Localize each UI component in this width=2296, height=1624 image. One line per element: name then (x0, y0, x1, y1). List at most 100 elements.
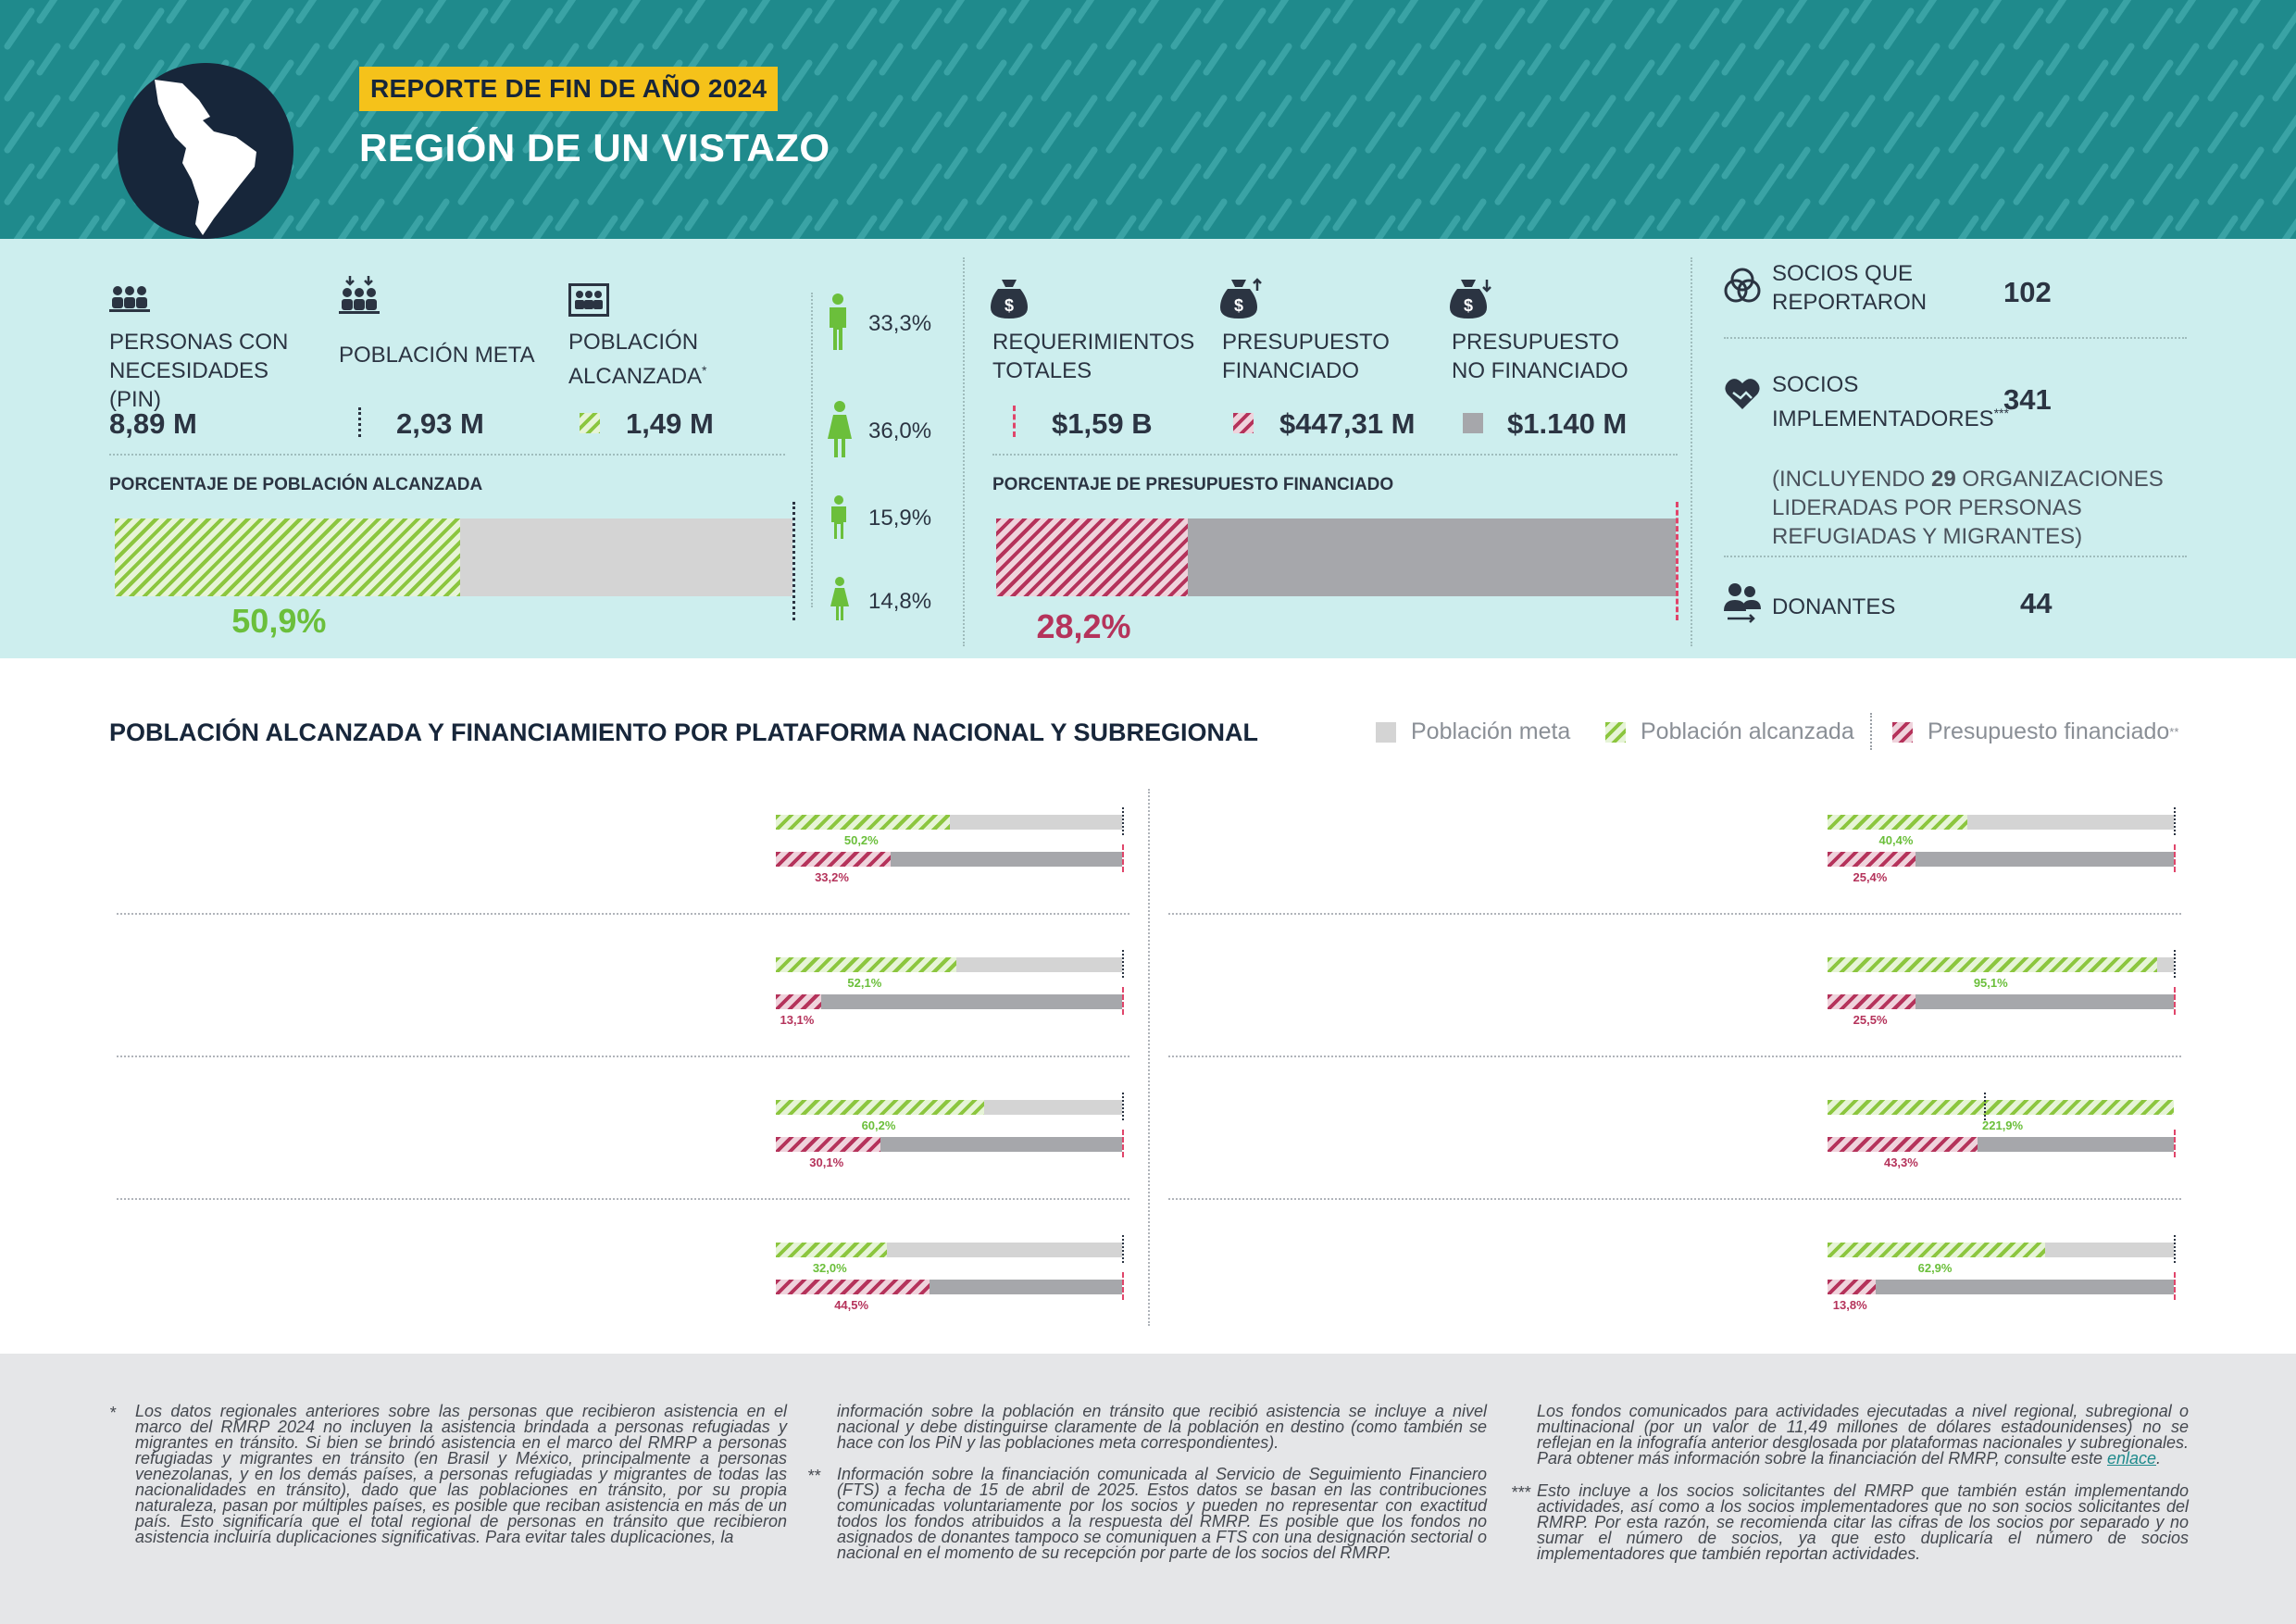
legend-reached: Población alcanzada (1605, 718, 1854, 745)
divider (1724, 556, 2187, 557)
divider (117, 913, 1129, 915)
people-need-icon (109, 286, 150, 312)
funding-percent: 25,5% (1853, 1013, 1888, 1027)
requirements-label: REQUERIMIENTOS TOTALES (992, 330, 1195, 383)
footnote-mark: *** (1511, 1483, 1531, 1502)
population-bar-fill (115, 518, 460, 596)
divider (1168, 1198, 2181, 1200)
donors-icon (1724, 583, 1761, 623)
boy-percent: 15,9% (868, 506, 932, 531)
population-bar-fill (776, 815, 950, 830)
population-bar-fill (776, 957, 956, 972)
funding-bar-track (776, 852, 1122, 867)
girl-icon (830, 577, 849, 620)
footnotes (0, 1354, 2296, 1624)
population-bar-track (776, 1100, 1122, 1115)
funding-bar-caption: PORCENTAJE DE PRESUPUESTO FINANCIADO (992, 475, 1394, 494)
funding-percent: 25,4% (1853, 870, 1888, 884)
population-bar-track (115, 518, 792, 596)
funding-bar-track (776, 1137, 1122, 1152)
svg-text:$: $ (1004, 296, 1014, 315)
divider (109, 454, 785, 456)
platform-card: 40,4% 25,4% (1161, 798, 2181, 937)
reached-population-icon (568, 283, 609, 317)
girl-percent: 14,8% (868, 589, 932, 614)
population-bar-fill (776, 1243, 887, 1257)
footnote-3: Esto incluye a los socios solicitantes d… (1537, 1481, 2189, 1563)
woman-icon (828, 401, 852, 457)
target-marker (1122, 1235, 1124, 1263)
platform-card: 32,0% 44,5% (109, 1226, 1128, 1365)
unfunded-budget-icon: $ (1450, 280, 1491, 319)
target-marker (2174, 807, 2176, 835)
target-marker (358, 407, 361, 437)
funding-bar-fill (776, 1137, 880, 1152)
funding-percent: 13,1% (780, 1013, 815, 1027)
target-label: POBLACIÓN META (339, 343, 535, 368)
funding-percent: 13,8% (1832, 1298, 1867, 1312)
target-marker (1122, 1093, 1124, 1120)
requirement-marker (2174, 987, 2176, 1015)
funded-swatch (1233, 413, 1254, 433)
funding-percent: 30,1% (809, 1156, 844, 1169)
legend-swatch (1605, 721, 1626, 743)
platform-card: 50,2% 33,2% (109, 798, 1129, 937)
population-bar-track (1828, 1243, 2174, 1257)
population-percent: 40,4% (1878, 833, 1914, 847)
divider (1168, 1056, 2181, 1057)
latin-america-map-icon (118, 63, 293, 239)
population-bar-fill (776, 1100, 985, 1115)
divider (117, 1056, 1129, 1057)
population-percent: 50,2% (843, 833, 879, 847)
reached-label: POBLACIÓN ALCANZADA* (568, 330, 707, 389)
population-percent: 221,9% (1982, 1118, 2024, 1132)
requirement-marker (1122, 1130, 1124, 1157)
funded-budget-icon: $ (1220, 278, 1262, 319)
divider (1724, 337, 2187, 339)
requirements-marker (1013, 406, 1016, 437)
funding-requirement-line (1676, 502, 1678, 620)
pin-value: 8,89 M (109, 407, 197, 440)
divider (1691, 257, 1692, 646)
legend-target: Población meta (1376, 718, 1570, 745)
man-icon (830, 294, 846, 350)
population-percent: 32,0% (812, 1261, 847, 1275)
funding-bar-track (1828, 1280, 2174, 1294)
svg-text:$: $ (1234, 296, 1243, 315)
funding-link[interactable]: enlace (2107, 1449, 2157, 1468)
partners-reporting-icon (1724, 268, 1761, 303)
platform-card: 62,9% 13,8% (1161, 1226, 2179, 1365)
population-bar-track (776, 815, 1122, 830)
population-percent: 52,1% (847, 976, 882, 990)
legend-funded: Presupuesto financiado ** (1892, 718, 2178, 745)
stats-band: PERSONAS CON NECESIDADES (PIN) 8,89 M PO… (0, 239, 2296, 658)
unfunded-swatch (1463, 413, 1483, 433)
footnote-2-continued: Los fondos comunicados para actividades … (1537, 1402, 2189, 1468)
funding-bar-fill (1828, 994, 1916, 1009)
svg-text:$: $ (1464, 296, 1473, 315)
divider (963, 257, 965, 646)
partners-reporting-label: SOCIOS QUE REPORTARON (1772, 261, 1928, 315)
funded-label: PRESUPUESTO FINANCIADO (1222, 330, 1390, 383)
report-badge: REPORTE DE FIN DE AÑO 2024 (359, 67, 779, 111)
platform-card: 221,9% 43,3% (1161, 1083, 2181, 1222)
funding-bar-fill (776, 852, 892, 867)
population-bar-track (1828, 957, 2174, 972)
stripe-pattern (0, 0, 2296, 239)
implementing-partners-value: 341 (2003, 383, 2052, 416)
funding-bar-track (1828, 994, 2174, 1009)
partners-note: (INCLUYENDO 29 ORGANIZACIONES LIDERADAS … (1772, 467, 2164, 549)
population-bar-track (1828, 815, 2174, 830)
footnote-mark: * (109, 1404, 117, 1422)
population-percent: 60,2% (861, 1118, 896, 1132)
population-target-line (792, 502, 795, 620)
legend-divider (1870, 713, 1872, 750)
platform-card: 60,2% 30,1% (109, 1083, 1129, 1222)
footnote-2: Información sobre la financiación comuni… (837, 1465, 1487, 1562)
header-banner: REPORTE DE FIN DE AÑO 2024 REGIÓN DE UN … (0, 0, 2296, 239)
funding-bar-track (996, 518, 1676, 596)
funding-bar-track (1828, 1137, 2174, 1152)
population-percent: 62,9% (1917, 1261, 1953, 1275)
funding-bar-fill (776, 1280, 930, 1294)
target-marker (2174, 950, 2176, 978)
